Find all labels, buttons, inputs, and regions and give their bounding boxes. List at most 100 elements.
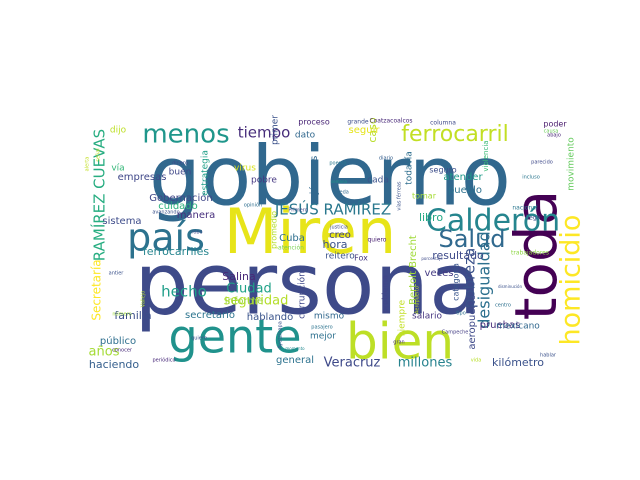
cloud-word-mejor: mejor (310, 332, 336, 342)
cloud-word-porcentaje: porcentaje (421, 256, 443, 261)
cloud-word-gente: gente (169, 310, 302, 364)
cloud-word-aeropuerto: Aeropuerto (415, 286, 421, 314)
cloud-word-hablar: hablar (540, 353, 557, 359)
cloud-word-gobernación: Gobernación (149, 192, 213, 204)
cloud-word-bien: bien (346, 313, 454, 371)
cloud-word-todavía: todavía (405, 151, 415, 185)
cloud-word-cuidado: cuidado (158, 201, 198, 212)
cloud-word-vida: vida (471, 358, 482, 364)
cloud-word-primero: Primero (288, 208, 307, 214)
cloud-word-atender: atender (443, 172, 483, 183)
cloud-word-grande: grande (347, 119, 369, 126)
cloud-word-millones: millones (398, 356, 453, 371)
cloud-word-tomar: tomar (412, 192, 437, 201)
cloud-word-pasajero: pasajero (311, 325, 332, 331)
cloud-word-quiero: quiero (368, 237, 387, 244)
cloud-word-centro: centro (495, 303, 511, 309)
cloud-word-vías-férreas: vías férreas (396, 181, 403, 210)
cloud-word-periódico: periódico (152, 357, 175, 364)
cloud-word-causa: causa (544, 129, 559, 135)
cloud-word-miren: Miren (224, 195, 396, 268)
cloud-word-veracruz: Veracruz (324, 356, 381, 371)
cloud-word-manera: manera (177, 210, 216, 221)
cloud-word-siempre: siempre (398, 299, 408, 336)
cloud-word-creo: creo (329, 230, 351, 241)
cloud-word-quiere: quiere (191, 336, 207, 342)
cloud-word-poder: poder (543, 120, 567, 129)
cloud-word-persona: persona (134, 234, 482, 334)
cloud-word-seguir: seguir (349, 125, 381, 136)
cloud-word-hablando: hablando (247, 312, 294, 323)
cloud-word-violencia: violencia (482, 140, 490, 171)
cloud-word-seguro: seguro (429, 166, 456, 175)
cloud-word-buen: buen (169, 168, 192, 178)
cloud-word-seguridad: seguridad (224, 294, 289, 309)
cloud-word-mexicano: mexicano (496, 322, 540, 332)
cloud-word-cuba: Cuba (279, 233, 305, 244)
cloud-word-columna: columna (430, 120, 456, 127)
cloud-word-país: país (127, 216, 205, 260)
cloud-word-empresas: empresas (118, 172, 167, 183)
cloud-word-hecho: hecho (161, 283, 207, 301)
cloud-word-secretaría: Secretaría (90, 259, 104, 320)
cloud-word-pobreza: pobreza (461, 248, 479, 308)
cloud-word-parecido: parecido (531, 160, 553, 166)
cloud-word-robo: robo (191, 230, 202, 236)
cloud-word-poema: poema (329, 161, 346, 167)
cloud-word-dato: dato (295, 131, 316, 141)
cloud-word-movimiento: movimiento (567, 137, 577, 191)
cloud-word-haciendo: haciendo (89, 358, 140, 371)
cloud-word-ferrocarriles: ferrocarriles (143, 245, 210, 258)
cloud-word-problema: problema (381, 275, 390, 313)
cloud-word-sistema: sistema (102, 216, 141, 227)
cloud-word-kilómetro: kilómetro (492, 356, 544, 369)
cloud-word-calderón: Calderón (426, 204, 560, 239)
cloud-word-justicia: justicia (329, 225, 348, 231)
cloud-word-pobre: pobre (251, 176, 277, 186)
cloud-word-semana: semana (331, 179, 347, 184)
cloud-word-coatzacoalcos: Coatzacoalcos (369, 118, 412, 125)
cloud-word-trabajadores: trabajadores (511, 250, 549, 257)
cloud-word-diario: diario (379, 156, 393, 162)
word-cloud-area (80, 118, 560, 364)
cloud-word-promedio: promedio (270, 211, 279, 249)
cloud-word-toda: toda (502, 190, 570, 321)
cloud-word-tiempo: tiempo (238, 124, 291, 142)
cloud-word-alerta: alerta (85, 157, 91, 172)
cloud-word-corrupción: corrupción (297, 271, 308, 319)
cloud-word-bertolt-brecht: Bertolt Brecht (408, 235, 419, 305)
cloud-word-salario: salario (412, 312, 442, 322)
cloud-word-dijo: dijo (110, 126, 127, 136)
cloud-word-primer: primer (271, 115, 281, 145)
cloud-word-antier: antier (109, 271, 125, 277)
cloud-word-pueblo: pueblo (448, 185, 482, 196)
cloud-word-menos: menos (142, 120, 229, 150)
cloud-word-gobierno: gobierno (149, 129, 511, 224)
cloud-word-llegó: llegó (526, 215, 541, 222)
cloud-word-fox: Fox (354, 254, 368, 263)
cloud-word-cada: cada (367, 176, 389, 186)
cloud-word-jesús-ramírez: JESÚS RAMÍREZ (274, 200, 391, 219)
cloud-word-ayotzinapa: Ayotzinapa (278, 321, 284, 349)
cloud-word-número: número (112, 311, 131, 318)
cloud-word-salina: Salina (222, 270, 256, 283)
cloud-word-ferrocarril: ferrocarril (401, 122, 508, 147)
cloud-word-vía: vía (111, 164, 124, 174)
cloud-word-opinión: opinión (244, 202, 262, 209)
cloud-word-libro: libro (419, 211, 443, 224)
cloud-word-proceso: proceso (298, 118, 330, 127)
cloud-word-caso: caso (366, 117, 379, 143)
cloud-word-virus: virus (234, 164, 256, 174)
cloud-word-atención: atención (278, 245, 304, 252)
cloud-word-señal: señal (96, 148, 102, 161)
cloud-word-estrategia: estrategia (201, 150, 211, 196)
cloud-word-categoría: categoría (452, 263, 461, 301)
cloud-word-incluso: incluso (522, 175, 540, 181)
cloud-word-general: general (276, 355, 314, 366)
cloud-word-secretario: secretario (185, 310, 235, 321)
cloud-word-salud: Salud (438, 225, 505, 253)
cloud-word-disminución: disminución (498, 284, 523, 289)
cloud-word-momento: momento (285, 346, 305, 351)
cloud-word-pruebas: pruebas (480, 320, 521, 331)
